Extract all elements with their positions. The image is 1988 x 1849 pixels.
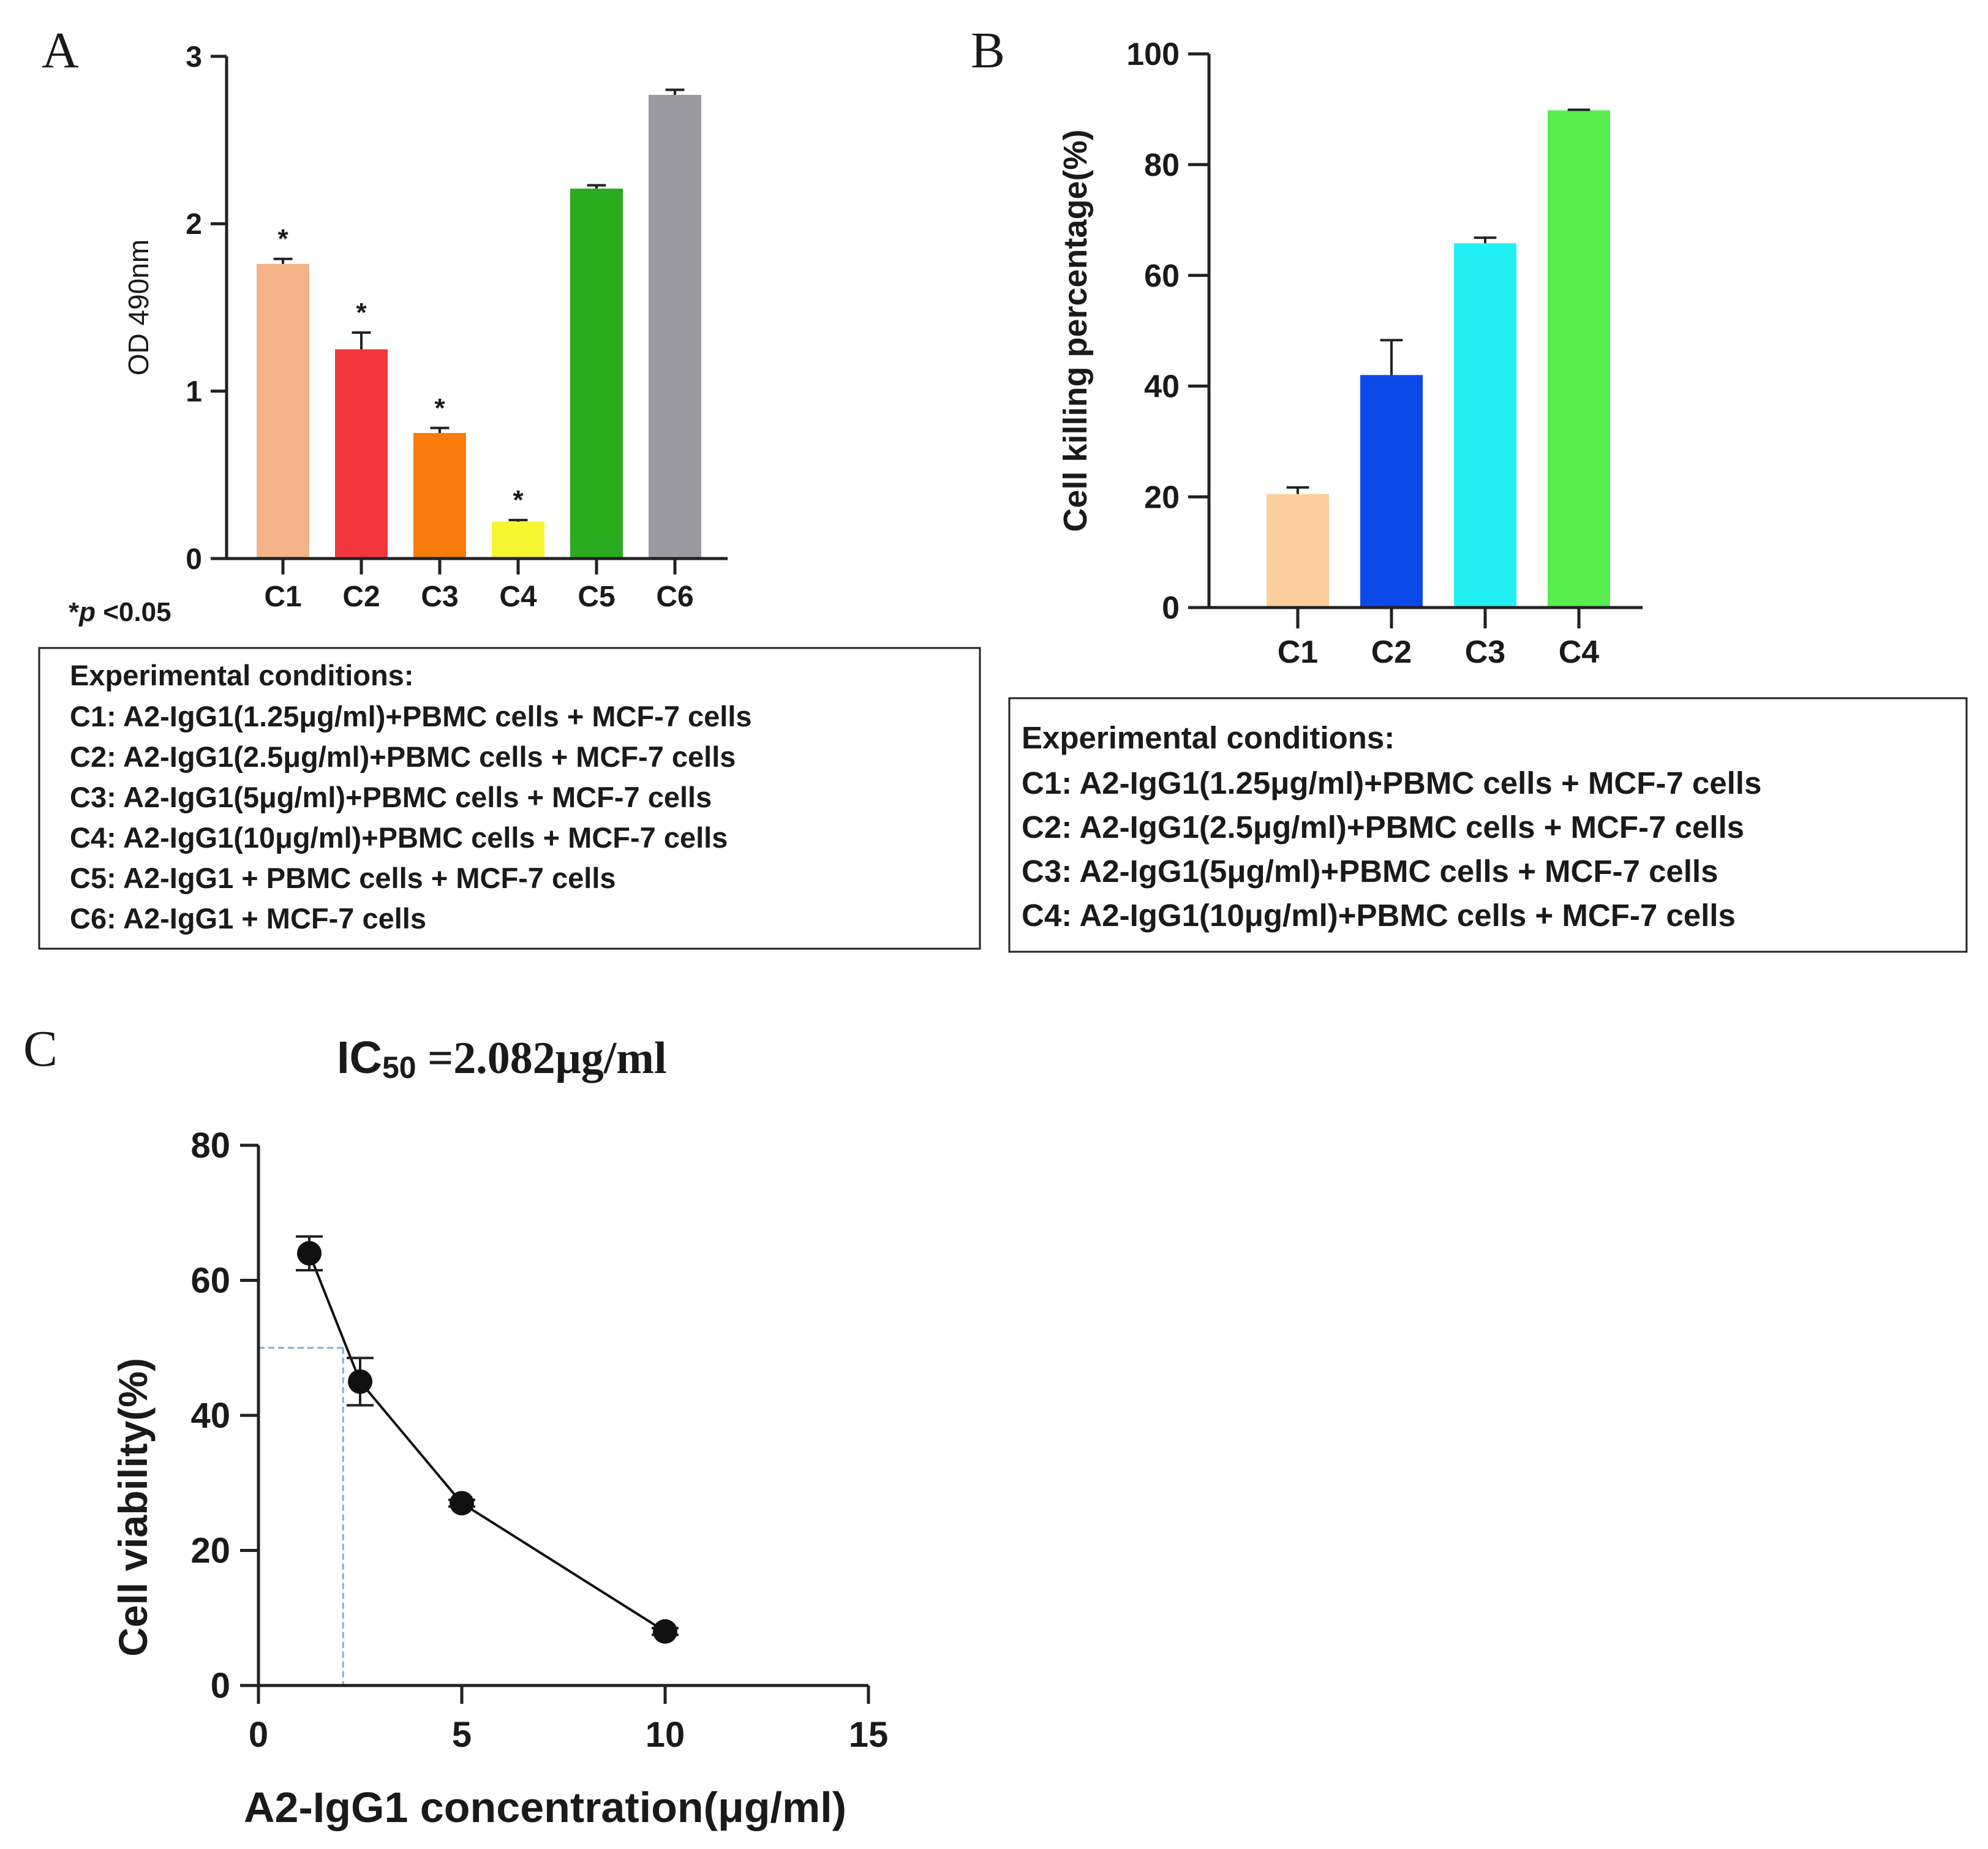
- chart-a-sig-C1: *: [277, 224, 288, 254]
- chart-a-y-axis-title: OD 490nm: [122, 239, 154, 375]
- chart-b-ytick-label-60: 60: [1144, 258, 1180, 294]
- chart-c-point-1: [348, 1369, 372, 1394]
- chart-b-ytick-label-20: 20: [1144, 480, 1180, 515]
- legend-b-line-1: C1: A2-IgG1(1.25μg/ml)+PBMC cells + MCF-…: [1022, 766, 1761, 800]
- legend-a-line-1: C1: A2-IgG1(1.25μg/ml)+PBMC cells + MCF-…: [70, 700, 752, 732]
- chart-a-xtick-label-C4: C4: [499, 581, 537, 613]
- chart-a-bar-C1: [257, 263, 309, 559]
- chart-a-xtick-label-C1: C1: [264, 581, 301, 613]
- chart-c-xtick-label-15: 15: [849, 1715, 889, 1755]
- chart-c-point-2: [450, 1491, 474, 1516]
- legend-b-line-2: C2: A2-IgG1(2.5μg/ml)+PBMC cells + MCF-7…: [1022, 810, 1744, 845]
- significance-note: *p <0.05: [69, 597, 171, 627]
- chart-a-xtick-label-C3: C3: [421, 581, 458, 613]
- chart-b-ytick-label-0: 0: [1162, 590, 1180, 626]
- chart-b-xtick-label-C2: C2: [1371, 635, 1412, 670]
- panel-letter-b: B: [971, 22, 1005, 79]
- chart-a-bar-C6: [649, 94, 701, 559]
- chart-a-xtick-label-C5: C5: [578, 581, 615, 613]
- chart-a-sig-C3: *: [434, 393, 445, 423]
- chart-a-ytick-label-1: 1: [186, 375, 202, 408]
- legend-a-line-4: C4: A2-IgG1(10μg/ml)+PBMC cells + MCF-7 …: [70, 821, 728, 854]
- chart-c-point-0: [297, 1241, 322, 1266]
- legend-a-line-3: C3: A2-IgG1(5μg/ml)+PBMC cells + MCF-7 c…: [70, 781, 712, 813]
- chart-b-bar-C1: [1267, 494, 1329, 608]
- chart-a-sig-C2: *: [356, 298, 367, 328]
- chart-b-ytick-label-100: 100: [1126, 37, 1180, 72]
- chart-b-xtick-label-C3: C3: [1465, 635, 1505, 670]
- chart-b: C1 C2 C3 C4 0 20 40 60 80 100 Cell killing percent…: [1057, 37, 1643, 670]
- chart-a-ytick-label-3: 3: [186, 41, 202, 73]
- chart-c-ytick-label-20: 20: [190, 1531, 230, 1571]
- chart-a-bar-C5: [570, 188, 623, 559]
- legend-a: Experimental conditions: C1: A2-IgG1(1.2…: [70, 659, 752, 935]
- chart-b-ytick-label-40: 40: [1144, 369, 1180, 405]
- chart-b-xtick-label-C4: C4: [1559, 635, 1600, 670]
- chart-b-ytick-label-80: 80: [1144, 148, 1180, 183]
- ic50-subscript: 50: [382, 1050, 416, 1085]
- chart-c-x-axis-title: A2-IgG1 concentration(μg/ml): [244, 1783, 846, 1831]
- legend-b-line-3: C3: A2-IgG1(5μg/ml)+PBMC cells + MCF-7 c…: [1022, 854, 1718, 889]
- significance-threshold: <0.05: [96, 597, 171, 627]
- chart-a-bar-C3: [413, 433, 466, 559]
- chart-a-bar-C2: [335, 349, 388, 559]
- chart-c-point-3: [653, 1619, 677, 1644]
- chart-b-bar-C4: [1548, 110, 1610, 608]
- panel-letter-c: C: [23, 1020, 58, 1077]
- chart-c-ytick-label-0: 0: [211, 1666, 230, 1706]
- chart-c-ytick-label-40: 40: [190, 1396, 230, 1436]
- chart-c-xtick-label-10: 10: [646, 1715, 685, 1755]
- chart-c-xtick-label-0: 0: [249, 1715, 268, 1755]
- legend-a-line-6: C6: A2-IgG1 + MCF-7 cells: [70, 902, 426, 935]
- chart-a: * C1 * C2 * C3 * C4 C5 C6 0 1 2 3 OD 490nm: [122, 41, 728, 613]
- legend-b: Experimental conditions: C1: A2-IgG1(1.2…: [1022, 720, 1761, 933]
- legend-b-title: Experimental conditions:: [1022, 720, 1395, 755]
- ic50-value: =2.082μg/ml: [416, 1033, 667, 1083]
- chart-c-series-line: [308, 1252, 666, 1633]
- legend-b-line-4: C4: A2-IgG1(10μg/ml)+PBMC cells + MCF-7 …: [1022, 898, 1736, 933]
- chart-b-xtick-label-C1: C1: [1278, 635, 1318, 670]
- ic50-label: IC50 =2.082μg/ml: [337, 1032, 667, 1085]
- legend-a-title: Experimental conditions:: [70, 659, 413, 691]
- chart-a-ytick-label-2: 2: [186, 208, 202, 241]
- chart-a-xtick-label-C2: C2: [342, 581, 380, 613]
- chart-a-xtick-label-C6: C6: [656, 581, 693, 613]
- legend-a-box: [38, 647, 981, 950]
- legend-b-box: [1008, 697, 1968, 953]
- chart-c-y-axis-title: Cell viability(%): [110, 1358, 156, 1657]
- chart-c-xtick-label-5: 5: [452, 1715, 472, 1755]
- chart-c-ytick-label-60: 60: [190, 1261, 230, 1301]
- significance-star: *: [69, 597, 80, 627]
- chart-b-bar-C3: [1454, 243, 1516, 608]
- chart-c-ytick-label-80: 80: [190, 1126, 230, 1166]
- significance-p: p: [78, 597, 96, 627]
- chart-b-bar-C2: [1360, 375, 1423, 608]
- chart-b-y-axis-title: Cell killing percentage(%): [1057, 129, 1094, 532]
- chart-a-sig-C4: *: [513, 485, 524, 515]
- panel-letter-a: A: [42, 22, 79, 79]
- ic50-prefix: IC: [337, 1032, 382, 1083]
- chart-c: 0 20 40 60 80 0 5 10 15 Cell viability(%) A2-IgG1 …: [110, 1126, 888, 1831]
- chart-a-bar-C4: [492, 521, 544, 559]
- legend-a-line-2: C2: A2-IgG1(2.5μg/ml)+PBMC cells + MCF-7…: [70, 740, 736, 773]
- chart-a-ytick-label-0: 0: [186, 543, 202, 576]
- legend-a-line-5: C5: A2-IgG1 + PBMC cells + MCF-7 cells: [70, 862, 616, 894]
